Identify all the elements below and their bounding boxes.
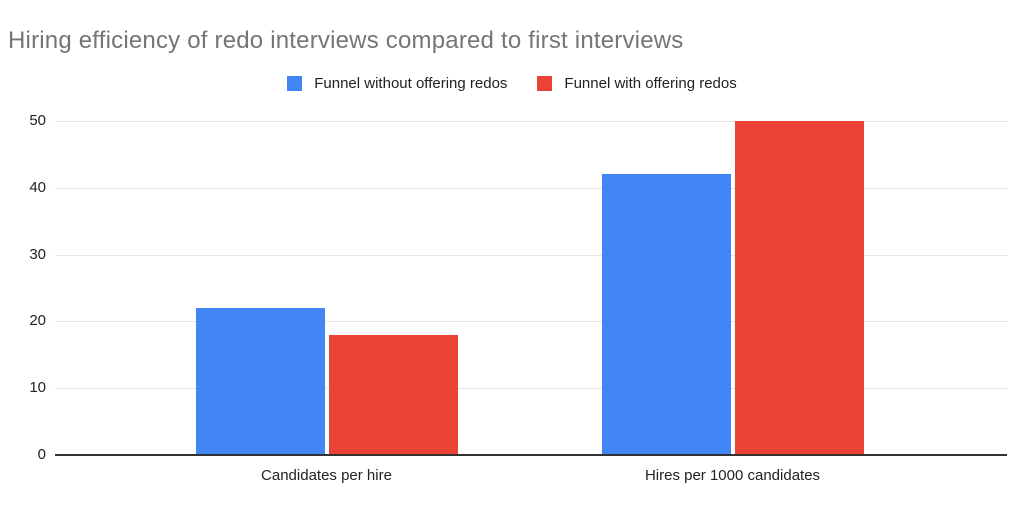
legend-item-1: Funnel with offering redos	[537, 74, 737, 92]
chart-title: Hiring efficiency of redo interviews com…	[8, 27, 684, 54]
bar-hires-per-1000-candidates-series-1	[734, 121, 864, 455]
x-axis-label: Candidates per hire	[261, 467, 392, 484]
gridline	[55, 321, 1007, 323]
bar-candidates-per-hire-series-0	[195, 308, 325, 455]
x-axis-label: Hires per 1000 candidates	[644, 467, 821, 484]
bar-hires-per-1000-candidates-series-0	[601, 174, 731, 455]
chart-legend: Funnel without offering redos Funnel with…	[0, 72, 1024, 94]
y-tick-label: 0	[37, 446, 46, 463]
x-axis-line	[55, 454, 1007, 456]
legend-item-0: Funnel without offering redos	[287, 75, 507, 92]
y-tick-label: 50	[29, 112, 46, 129]
legend-label: Funnel without offering redos	[314, 74, 508, 92]
gridline	[55, 254, 1007, 256]
legend-swatch-icon	[537, 75, 553, 91]
y-tick-label: 40	[29, 178, 46, 196]
gridline	[55, 121, 1007, 122]
y-tick-label: 10	[29, 379, 46, 397]
gridline	[55, 187, 1007, 189]
legend-swatch-icon	[287, 75, 303, 91]
bar-candidates-per-hire-series-1	[328, 334, 458, 455]
y-tick-label: 20	[29, 312, 46, 330]
y-tick-label: 30	[29, 245, 46, 263]
legend-label: Funnel with offering redos	[564, 74, 737, 92]
gridline	[55, 388, 1007, 390]
